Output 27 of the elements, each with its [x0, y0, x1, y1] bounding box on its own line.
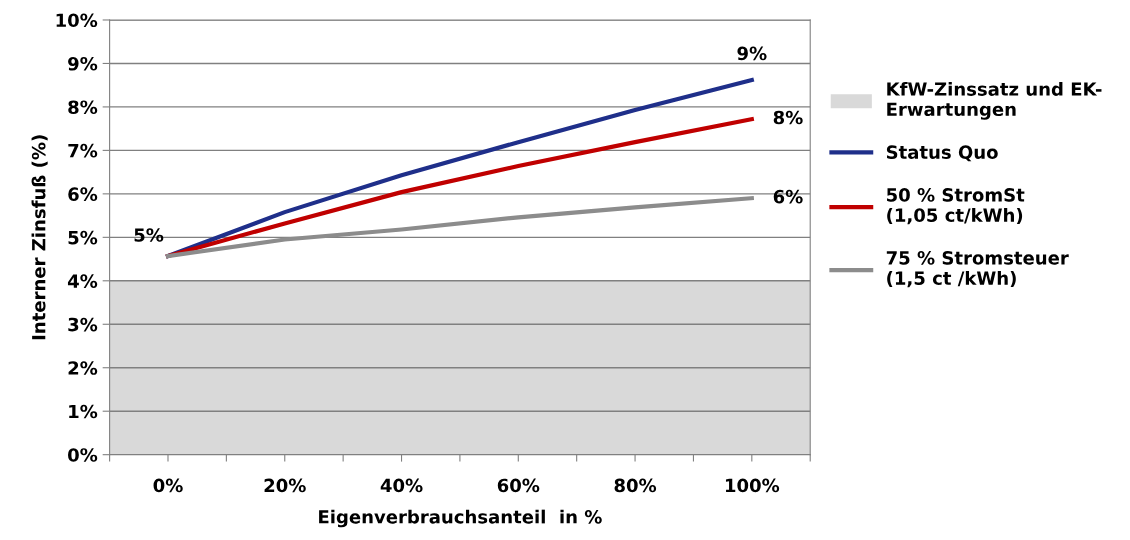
x-tick-label: 20% — [264, 478, 306, 493]
y-tick-label: 8% — [68, 100, 98, 115]
annotation: 6% — [773, 189, 803, 204]
y-tick-label: 0% — [68, 448, 98, 462]
x-tick-label: 100% — [725, 478, 780, 493]
y-axis-title: Interner Zinsfuß (%) — [31, 135, 48, 340]
legend-label: 75 % Stromsteuer (1,5 ct /kWh) — [886, 251, 1069, 288]
x-tick-label: 40% — [380, 478, 423, 493]
annotation: 9% — [737, 46, 767, 61]
y-tick-label: 10% — [56, 13, 98, 28]
y-tick-label: 1% — [69, 404, 98, 419]
y-tick-label: 7% — [68, 143, 98, 158]
y-tick-label: 2% — [68, 361, 98, 375]
annotation: 5% — [134, 228, 164, 242]
annotation: 8% — [773, 110, 803, 125]
x-axis-title: Eigenverbrauchsanteil in % — [319, 509, 602, 528]
x-tick-label: 80% — [614, 478, 657, 493]
legend-label: Status Quo — [886, 145, 998, 162]
x-tick-label: 0% — [153, 478, 183, 493]
y-tick-label: 5% — [68, 230, 98, 245]
y-tick-label: 3% — [68, 317, 98, 332]
y-tick-label: 4% — [67, 274, 98, 288]
legend-label: 50 % StromSt (1,05 ct/kWh) — [887, 188, 1025, 225]
x-tick-label: 60% — [497, 478, 540, 493]
y-tick-label: 9% — [68, 56, 98, 71]
legend-label: KfW-Zinssatz und EK- Erwartungen — [887, 81, 1102, 120]
y-tick-label: 6% — [68, 187, 98, 201]
